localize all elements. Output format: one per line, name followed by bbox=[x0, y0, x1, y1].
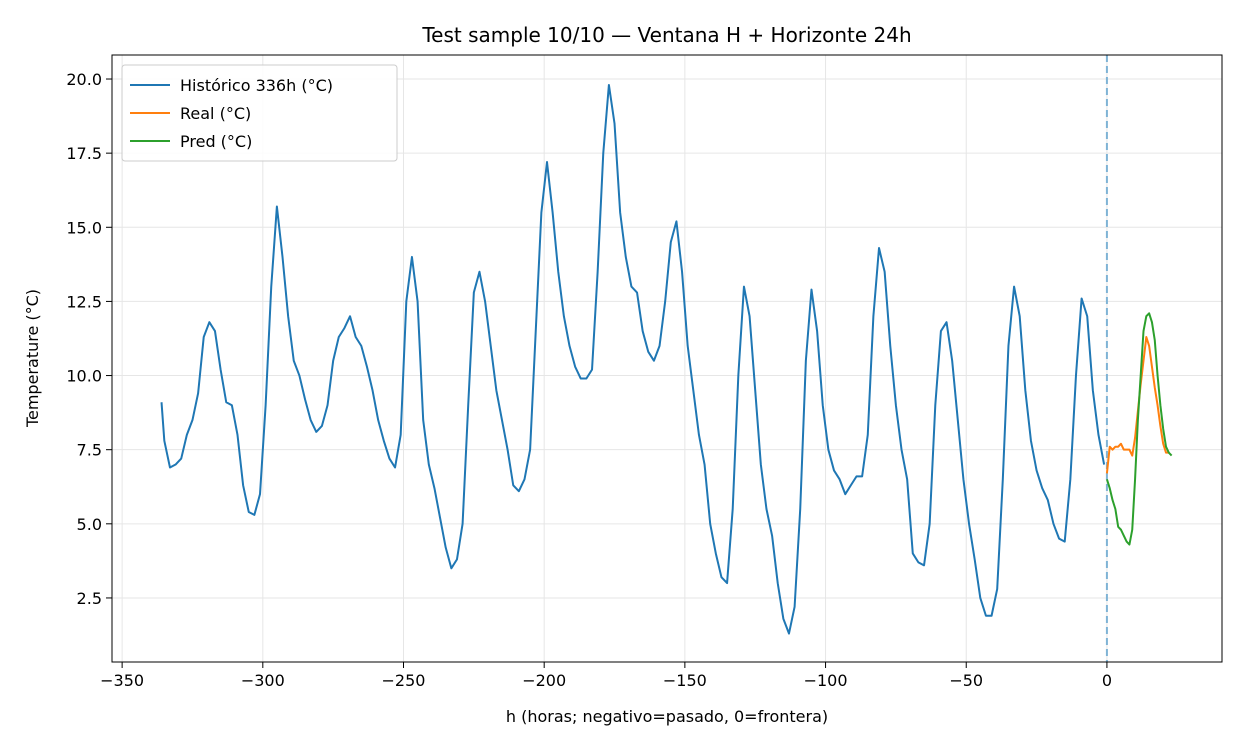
x-tick-label: −50 bbox=[949, 671, 983, 690]
legend: Histórico 336h (°C) Real (°C) Pred (°C) bbox=[121, 64, 398, 162]
y-tick-label: 15.0 bbox=[66, 218, 102, 237]
y-tick-label: 5.0 bbox=[77, 515, 102, 534]
y-tick-label: 2.5 bbox=[77, 589, 102, 608]
y-tick-label: 20.0 bbox=[66, 70, 102, 89]
chart-title: Test sample 10/10 — Ventana H + Horizont… bbox=[421, 23, 911, 47]
x-tick-label: −200 bbox=[522, 671, 566, 690]
y-tick-label: 12.5 bbox=[66, 292, 102, 311]
legend-label: Histórico 336h (°C) bbox=[180, 76, 333, 95]
y-axis-label: Temperature (°C) bbox=[23, 289, 42, 428]
y-tick-label: 10.0 bbox=[66, 367, 102, 386]
series-line bbox=[160, 83, 1106, 635]
x-tick-label: −150 bbox=[663, 671, 707, 690]
x-tick-label: −300 bbox=[241, 671, 285, 690]
x-tick-label: −100 bbox=[804, 671, 848, 690]
x-tick-label: 0 bbox=[1102, 671, 1112, 690]
legend-box bbox=[121, 64, 398, 162]
plot-frame bbox=[111, 54, 1223, 663]
x-axis-label: h (horas; negativo=pasado, 0=frontera) bbox=[506, 707, 828, 726]
x-tick-label: −250 bbox=[382, 671, 426, 690]
x-tick-label: −350 bbox=[100, 671, 144, 690]
y-tick-label: 17.5 bbox=[66, 144, 102, 163]
y-tick-label: 7.5 bbox=[77, 441, 102, 460]
legend-label: Real (°C) bbox=[180, 104, 251, 123]
legend-label: Pred (°C) bbox=[180, 132, 252, 151]
series-line bbox=[1105, 312, 1173, 546]
